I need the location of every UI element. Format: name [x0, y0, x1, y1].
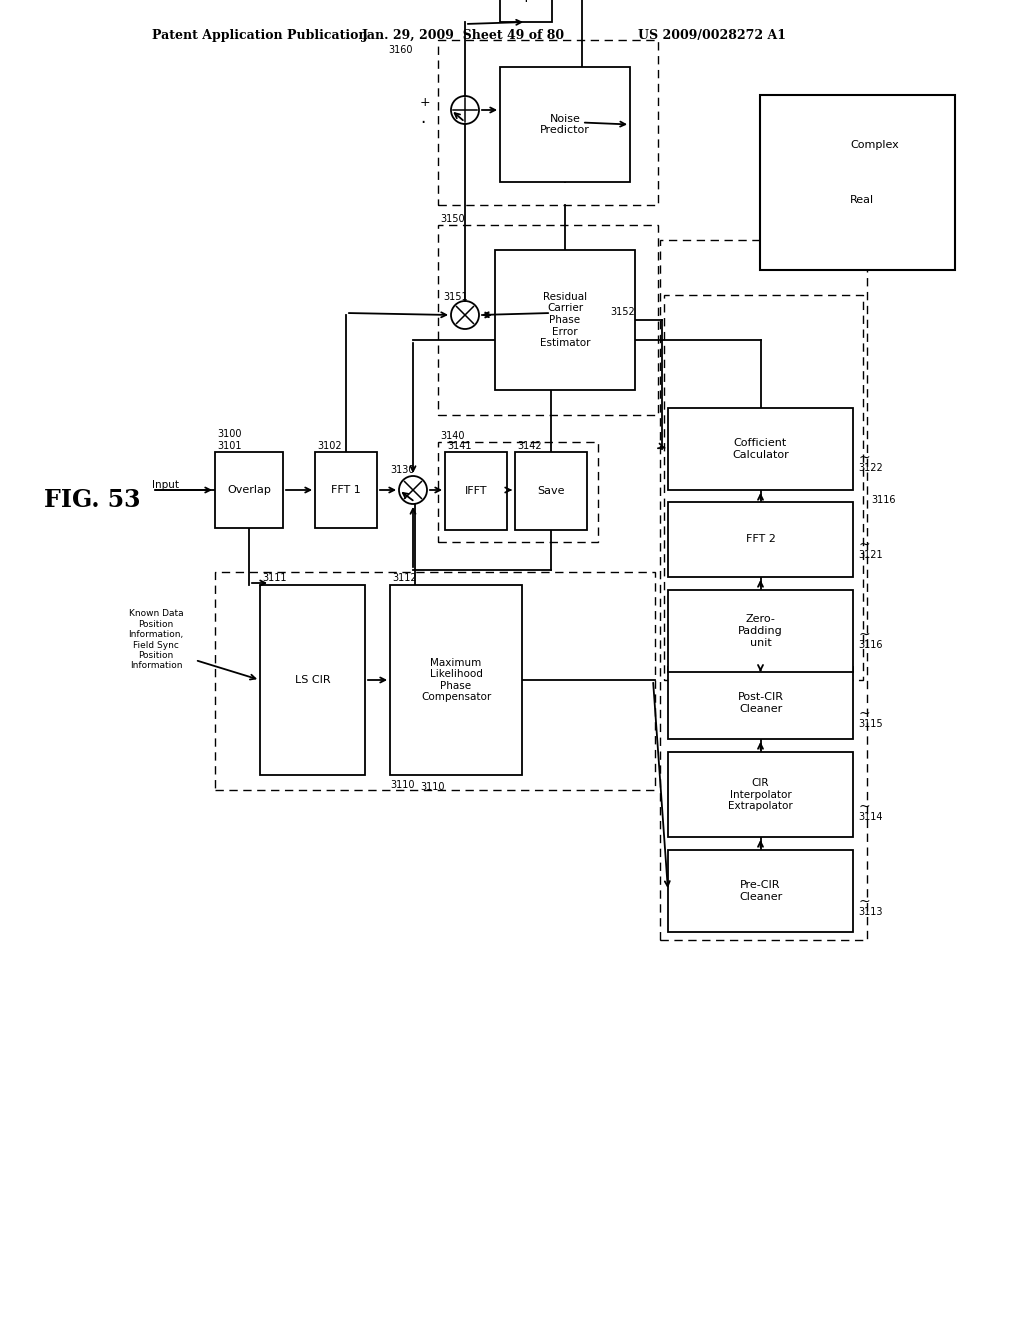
Text: 3150: 3150: [440, 214, 465, 224]
Text: .: .: [420, 110, 425, 127]
Text: US 2009/0028272 A1: US 2009/0028272 A1: [638, 29, 786, 42]
Text: Pre-CIR
Cleaner: Pre-CIR Cleaner: [739, 880, 782, 902]
Bar: [438, 40, 658, 205]
Text: Known Data
Position
Information,
Field Sync
Position
Information: Known Data Position Information, Field S…: [128, 610, 183, 671]
Bar: [315, 451, 377, 528]
Text: 3160: 3160: [388, 45, 413, 55]
Text: Complex: Complex: [850, 140, 899, 150]
Text: 3100: 3100: [217, 429, 242, 440]
Text: 3121: 3121: [858, 550, 883, 560]
Text: 3151: 3151: [443, 292, 468, 302]
Text: IFFT: IFFT: [465, 486, 487, 496]
Text: 3115: 3115: [858, 719, 883, 729]
Text: 3112: 3112: [392, 573, 417, 583]
Text: Jan. 29, 2009  Sheet 49 of 80: Jan. 29, 2009 Sheet 49 of 80: [362, 29, 565, 42]
Text: Real: Real: [850, 195, 874, 205]
Bar: [760, 95, 955, 271]
Text: +: +: [420, 95, 431, 108]
Text: Post-CIR
Cleaner: Post-CIR Cleaner: [737, 692, 783, 714]
Bar: [500, 67, 630, 182]
Text: Maximum
Likelihood
Phase
Compensator: Maximum Likelihood Phase Compensator: [421, 657, 492, 702]
Bar: [664, 294, 863, 680]
Bar: [215, 572, 655, 789]
Text: 3116: 3116: [871, 495, 896, 506]
Bar: [668, 850, 853, 932]
Bar: [495, 249, 635, 389]
Text: Save: Save: [538, 486, 565, 496]
Text: 3114: 3114: [858, 812, 883, 822]
Bar: [660, 240, 867, 940]
Text: Noise
Predictor: Noise Predictor: [540, 114, 590, 135]
Text: 3152: 3152: [610, 308, 635, 317]
Text: Patent Application Publication: Patent Application Publication: [152, 29, 368, 42]
Text: 3113: 3113: [858, 907, 883, 917]
Text: ~: ~: [858, 628, 869, 642]
Text: Input: Input: [152, 480, 179, 490]
Text: Residual
Carrier
Phase
Error
Estimator: Residual Carrier Phase Error Estimator: [540, 292, 590, 348]
Bar: [500, 0, 552, 22]
Text: LS CIR: LS CIR: [295, 675, 331, 685]
Text: CIR
Interpolator
Extrapolator: CIR Interpolator Extrapolator: [728, 777, 793, 810]
Bar: [668, 752, 853, 837]
Text: ~: ~: [858, 708, 869, 721]
Bar: [260, 585, 365, 775]
Bar: [515, 451, 587, 531]
Text: ~: ~: [858, 800, 869, 814]
Text: 3110: 3110: [390, 780, 415, 789]
Text: FFT 2: FFT 2: [745, 535, 775, 544]
Text: 3130: 3130: [390, 465, 415, 475]
Text: +: +: [519, 0, 532, 4]
Text: 3141: 3141: [447, 441, 471, 451]
Text: Cofficient
Calculator: Cofficient Calculator: [732, 438, 788, 459]
Bar: [445, 451, 507, 531]
Bar: [215, 451, 283, 528]
Text: ~: ~: [858, 451, 869, 465]
Text: FIG. 53: FIG. 53: [44, 488, 140, 512]
Bar: [390, 585, 522, 775]
Text: 3122: 3122: [858, 463, 883, 473]
Bar: [438, 442, 598, 543]
Bar: [438, 224, 658, 414]
Text: Overlap: Overlap: [227, 484, 271, 495]
Text: 3101: 3101: [217, 441, 242, 451]
Text: 3102: 3102: [317, 441, 342, 451]
Text: 3110: 3110: [420, 781, 444, 792]
Text: Zero-
Padding
unit: Zero- Padding unit: [738, 614, 783, 648]
Text: 3142: 3142: [517, 441, 542, 451]
Bar: [668, 590, 853, 672]
Bar: [668, 408, 853, 490]
Text: ~: ~: [858, 895, 869, 909]
Text: FFT 1: FFT 1: [331, 484, 360, 495]
Bar: [668, 502, 853, 577]
Text: 3140: 3140: [440, 432, 465, 441]
Text: 3111: 3111: [262, 573, 287, 583]
Text: 3116: 3116: [858, 640, 883, 649]
Bar: [668, 667, 853, 739]
Text: ~: ~: [858, 539, 869, 552]
